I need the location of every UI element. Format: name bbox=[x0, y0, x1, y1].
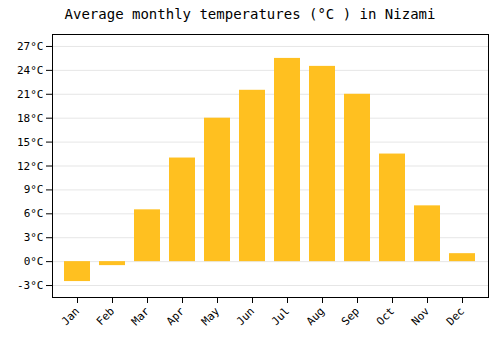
svg-text:Nov: Nov bbox=[409, 304, 433, 328]
svg-text:18°C: 18°C bbox=[17, 112, 44, 125]
svg-text:Jan: Jan bbox=[59, 305, 82, 328]
svg-text:May: May bbox=[199, 304, 223, 328]
html-text:Average monthly temperatures (: Average monthly temperatures (°C ) in Ni… bbox=[64, 6, 436, 22]
svg-text:27°C: 27°C bbox=[17, 40, 44, 53]
svg-text:Oct: Oct bbox=[374, 305, 397, 328]
svg-text:24°C: 24°C bbox=[17, 64, 44, 77]
svg-text:6°C: 6°C bbox=[24, 207, 44, 220]
svg-text:Dec: Dec bbox=[444, 305, 467, 328]
svg-text:Jun: Jun bbox=[234, 305, 257, 328]
svg-text:Sep: Sep bbox=[339, 305, 362, 328]
svg-text:Apr: Apr bbox=[164, 304, 188, 328]
svg-text:-3°C: -3°C bbox=[17, 279, 44, 292]
svg-text:12°C: 12°C bbox=[17, 160, 44, 173]
svg-text:Jul: Jul bbox=[269, 305, 292, 328]
svg-text:9°C: 9°C bbox=[24, 183, 44, 196]
svg-text:Aug: Aug bbox=[304, 305, 327, 328]
svg-text:21°C: 21°C bbox=[17, 88, 44, 101]
svg-text:15°C: 15°C bbox=[17, 136, 44, 149]
svg-text:0°C: 0°C bbox=[24, 255, 44, 268]
svg-text:Mar: Mar bbox=[129, 304, 153, 328]
svg-text:Feb: Feb bbox=[94, 305, 117, 328]
svg-text:3°C: 3°C bbox=[24, 231, 44, 244]
